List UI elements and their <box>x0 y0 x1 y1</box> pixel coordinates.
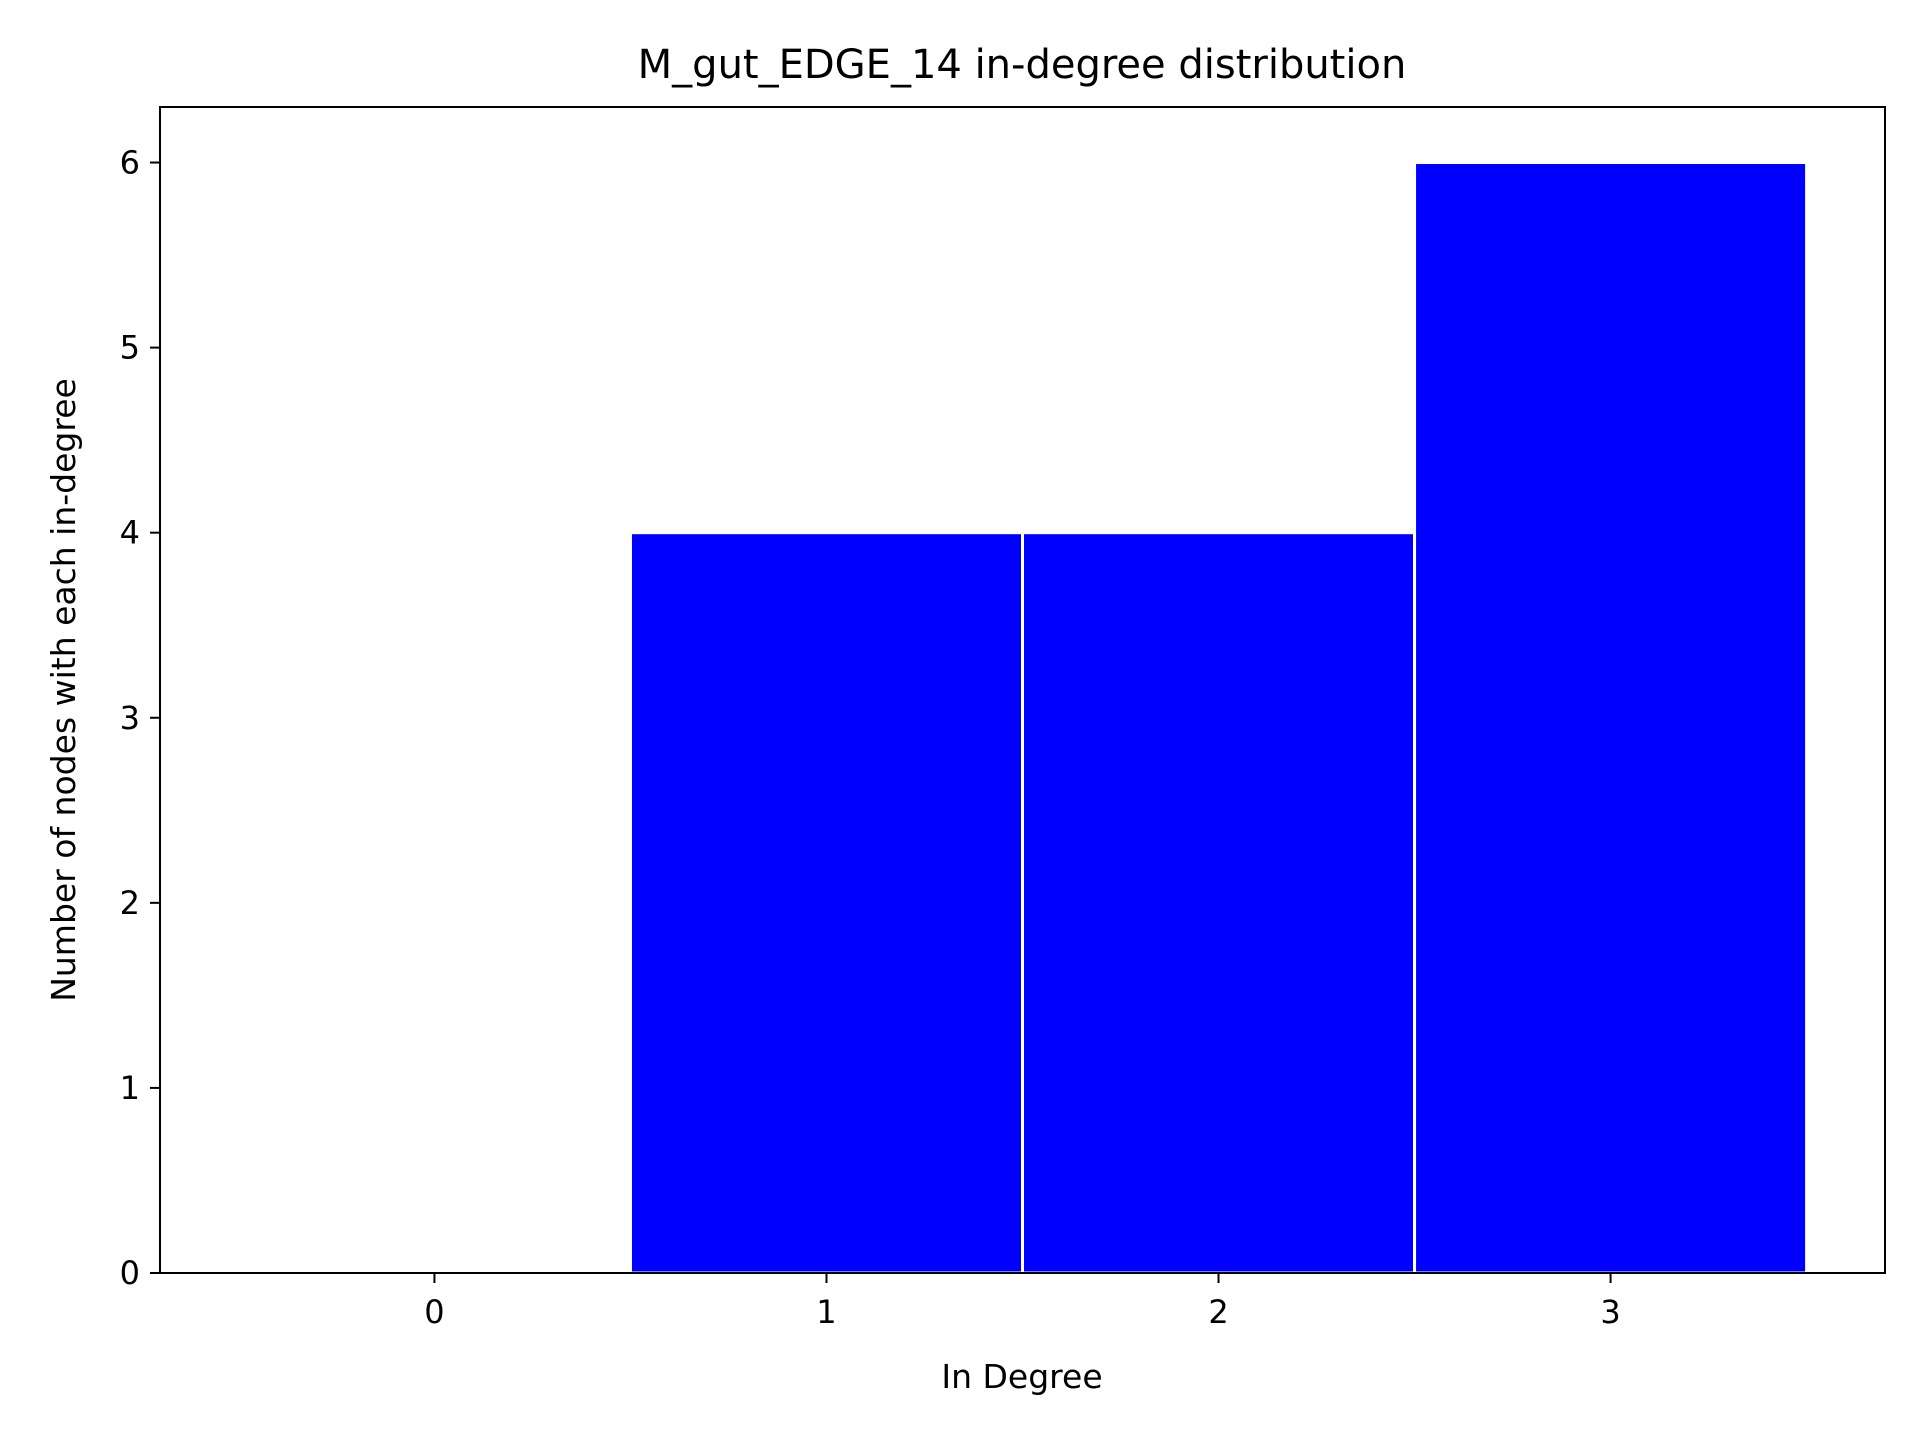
plot-area-frame <box>159 106 1886 1274</box>
y-tick-label: 5 <box>120 329 140 367</box>
y-tick-label: 6 <box>120 144 140 182</box>
y-tick-label: 3 <box>120 699 140 737</box>
y-tick-label: 0 <box>120 1254 140 1292</box>
y-tick-label: 4 <box>120 514 140 552</box>
y-axis-label: Number of nodes with each in-degree <box>44 378 83 1002</box>
x-tick-label: 0 <box>424 1293 444 1331</box>
x-tick-label: 2 <box>1208 1293 1228 1331</box>
x-tick-label: 1 <box>816 1293 836 1331</box>
x-axis-label: In Degree <box>941 1357 1102 1396</box>
bar-3 <box>1413 161 1809 1275</box>
y-tick-label: 1 <box>120 1069 140 1107</box>
bar-series <box>628 161 1809 1275</box>
y-axis-ticks: 0 1 2 3 4 5 6 <box>120 144 160 1292</box>
chart-title: M_gut_EDGE_14 in-degree distribution <box>638 42 1407 88</box>
y-tick-label: 2 <box>120 884 140 922</box>
bar-2 <box>1021 531 1417 1275</box>
x-axis-ticks: 0 1 2 3 <box>424 1273 1621 1331</box>
bar-1 <box>628 531 1024 1275</box>
x-tick-label: 3 <box>1600 1293 1620 1331</box>
